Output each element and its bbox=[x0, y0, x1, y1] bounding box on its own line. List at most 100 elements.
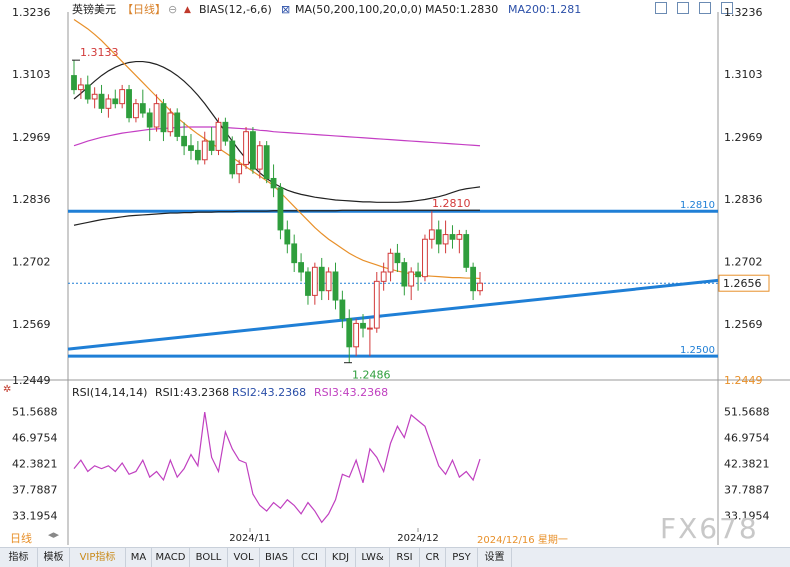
left-price-tick: 1.2702 bbox=[12, 256, 51, 269]
tab-cci[interactable]: CCI bbox=[294, 548, 326, 567]
candle-body bbox=[305, 271, 311, 296]
tab-指标[interactable]: 指标 bbox=[0, 548, 38, 567]
candle-body bbox=[243, 131, 249, 165]
price-chart-svg: 1.3236 1.3236 1.3103 1.3103 1.2969 1.2969 1.28… bbox=[0, 6, 790, 545]
candle-body bbox=[91, 93, 98, 100]
candle-body bbox=[442, 234, 449, 245]
candle-body bbox=[366, 327, 373, 330]
tab-vol[interactable]: VOL bbox=[228, 548, 260, 567]
right-price-tick: 1.2969 bbox=[724, 131, 763, 144]
ma-icon[interactable]: ⊠ bbox=[281, 3, 291, 16]
candle-body bbox=[160, 103, 167, 133]
left-price-tick: 1.2569 bbox=[12, 318, 51, 331]
x-tick-nov: 2024/11 bbox=[229, 533, 271, 544]
period-footer[interactable]: 日线 bbox=[10, 532, 32, 545]
candle-body bbox=[332, 271, 339, 301]
candle-body bbox=[422, 238, 428, 278]
tab-macd[interactable]: MACD bbox=[152, 548, 190, 567]
tab-模板[interactable]: 模板 bbox=[38, 548, 70, 567]
candle-body bbox=[105, 98, 112, 109]
rsi3-value: RSI3:43.2368 bbox=[314, 386, 389, 399]
candle-body bbox=[339, 299, 346, 320]
left-rsi-tick: 37.7887 bbox=[12, 484, 58, 497]
tab-kdj[interactable]: KDJ bbox=[326, 548, 356, 567]
ma100-line bbox=[73, 126, 481, 147]
tab-cr[interactable]: CR bbox=[420, 548, 446, 567]
tab-psy[interactable]: PSY bbox=[446, 548, 478, 567]
warning-icon[interactable]: ▲ bbox=[184, 5, 191, 15]
grid-layout-icon[interactable] bbox=[655, 2, 667, 14]
candle-body bbox=[236, 163, 243, 175]
candle-body bbox=[126, 89, 132, 119]
right-price-tick: 1.2702 bbox=[724, 256, 763, 269]
right-rsi-tick: 51.5688 bbox=[724, 406, 770, 419]
left-rsi-tick: 51.5688 bbox=[12, 406, 58, 419]
candle-body bbox=[188, 145, 194, 151]
candle-body bbox=[208, 140, 215, 151]
candle-body bbox=[201, 140, 208, 161]
indicator-ma[interactable]: MA(50,200,100,20,0,0) bbox=[295, 3, 423, 16]
left-price-tick: 1.2449 bbox=[12, 374, 51, 387]
right-price-tick: 1.2836 bbox=[724, 193, 763, 206]
tab-bias[interactable]: BIAS bbox=[260, 548, 294, 567]
last-price-tag bbox=[718, 274, 770, 292]
left-rsi-tick: 42.3821 bbox=[12, 458, 58, 471]
candle-body bbox=[408, 271, 415, 287]
candle-body bbox=[353, 322, 360, 348]
tab-vip指标[interactable]: VIP指标 bbox=[70, 548, 126, 567]
candle-body bbox=[456, 234, 463, 240]
candle-body bbox=[346, 318, 353, 348]
drawing-tools-icon[interactable] bbox=[699, 2, 711, 14]
tab-boll[interactable]: BOLL bbox=[190, 548, 228, 567]
tab-ma[interactable]: MA bbox=[126, 548, 152, 567]
candle-body bbox=[311, 266, 318, 296]
candle-body bbox=[250, 131, 256, 170]
ma50-line bbox=[73, 18, 481, 280]
indicator-ma200: MA200:1.281 bbox=[508, 3, 582, 16]
rising-trendline bbox=[67, 278, 719, 351]
rsi1-value: RSI1:43.2368 bbox=[155, 386, 230, 399]
candle-body bbox=[477, 282, 483, 292]
indicator-tab-bar: 指标 模板 VIP指标 MA MACD BOLL VOL BIAS CCI KDJ LW& RSI CR… bbox=[0, 547, 790, 567]
candle-body bbox=[415, 271, 421, 278]
right-rsi-tick: 37.7887 bbox=[724, 484, 770, 497]
minus-circle-icon[interactable]: ⊖ bbox=[168, 3, 178, 16]
tab-设置[interactable]: 设置 bbox=[478, 548, 512, 567]
candle-body bbox=[318, 266, 325, 292]
scroll-arrows-icon[interactable]: ◂▸ bbox=[48, 528, 60, 541]
candle-body bbox=[133, 103, 139, 119]
candle-body bbox=[112, 98, 119, 105]
candle-body bbox=[270, 177, 277, 189]
period-label[interactable]: 【日线】 bbox=[122, 3, 166, 16]
tab-lw&[interactable]: LW& bbox=[356, 548, 390, 567]
left-rsi-tick: 33.1954 bbox=[12, 510, 58, 523]
indicator-ma50: MA50:1.2830 bbox=[425, 3, 499, 16]
candle-body bbox=[181, 135, 188, 147]
symbol-title: 英镑美元 bbox=[72, 3, 116, 16]
candle-body bbox=[428, 229, 435, 240]
candle-body bbox=[449, 234, 456, 240]
high-annotation: 1.3133 bbox=[80, 46, 119, 59]
candle-body bbox=[463, 234, 470, 268]
rsi-settings-icon[interactable]: ✲ bbox=[3, 384, 12, 395]
candle-body bbox=[360, 322, 366, 329]
rsi-line bbox=[73, 412, 481, 524]
candle-body bbox=[470, 266, 477, 292]
indicator-bias[interactable]: BIAS(12,-6,6) bbox=[199, 3, 272, 16]
close-panel-icon[interactable] bbox=[721, 2, 733, 14]
right-rsi-tick: 42.3821 bbox=[724, 458, 770, 471]
candle-body bbox=[153, 103, 160, 128]
rsi-name[interactable]: RSI(14,14,14) bbox=[72, 386, 148, 399]
candle-body bbox=[284, 229, 291, 245]
left-price-tick: 1.3236 bbox=[12, 6, 51, 19]
candle-body bbox=[139, 103, 146, 114]
ma-long-line bbox=[73, 209, 480, 226]
chart-settings-icon[interactable] bbox=[677, 2, 689, 14]
left-rsi-tick: 46.9754 bbox=[12, 432, 58, 445]
local-high-annotation: 1.2810 bbox=[432, 197, 471, 210]
candle-body bbox=[291, 243, 298, 264]
tab-rsi[interactable]: RSI bbox=[390, 548, 420, 567]
candle-body bbox=[119, 89, 126, 105]
left-price-tick: 1.2969 bbox=[12, 131, 51, 144]
